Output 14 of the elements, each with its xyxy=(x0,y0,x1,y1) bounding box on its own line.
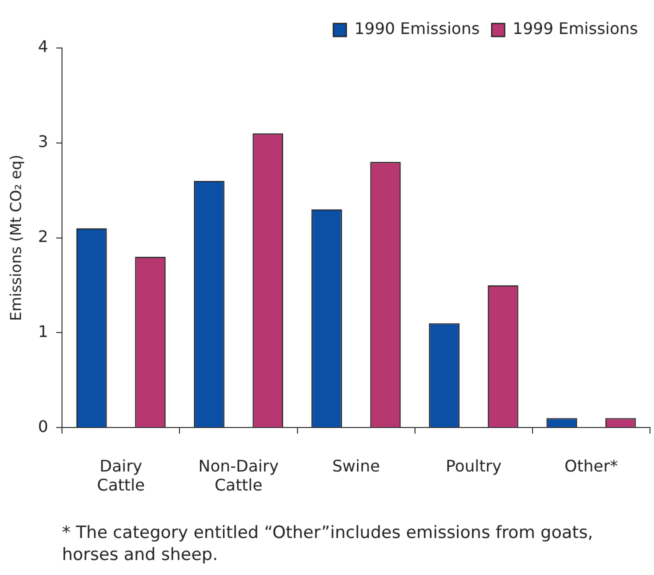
y-tick-label: 1 xyxy=(38,322,48,341)
legend-label: 1999 Emissions xyxy=(512,19,638,38)
y-tick-label: 4 xyxy=(38,37,48,56)
y-tick-label: 2 xyxy=(38,226,48,246)
y-tick-label: 0 xyxy=(38,416,48,436)
legend-label: 1990 Emissions xyxy=(354,19,480,38)
text: * The category entitled “Other”includes emissions from goats, horses and sheep. xyxy=(62,522,594,566)
x-tick-label: Swine xyxy=(332,456,380,476)
x-tick-label: Poultry xyxy=(446,456,502,476)
x-tick-label: Dairy Cattle xyxy=(97,456,145,495)
x-tick-label: Other* xyxy=(564,456,618,476)
y-axis-title: Emissions (Mt CO₂ eq) xyxy=(6,154,25,322)
y-tick-label: 3 xyxy=(38,132,48,152)
x-tick-label: Non-Dairy Cattle xyxy=(198,456,279,495)
